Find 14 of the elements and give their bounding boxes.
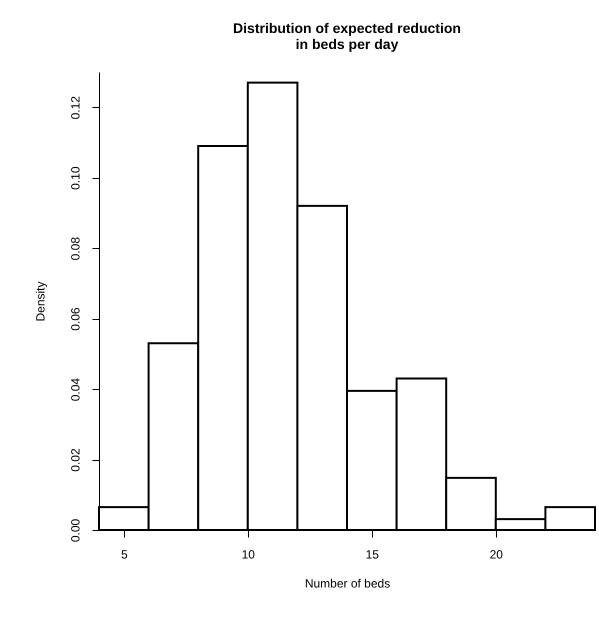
y-tick-label: 0.00 xyxy=(68,518,82,542)
y-tick-label: 0.04 xyxy=(68,378,82,402)
x-axis-title: Number of beds xyxy=(304,576,390,590)
x-tick-label: 5 xyxy=(120,548,128,562)
y-tick-label: 0.08 xyxy=(68,236,82,260)
y-tick-label: 0.02 xyxy=(68,448,82,472)
y-axis-title: Density xyxy=(34,281,48,322)
y-tick-label: 0.12 xyxy=(68,96,82,120)
x-tick-label: 15 xyxy=(366,548,380,562)
y-tick-label: 0.10 xyxy=(68,166,82,190)
y-tick-label: 0.06 xyxy=(68,307,82,331)
chart-title: Distribution of expected reduction in beds per day xyxy=(233,20,461,52)
x-tick-label: 20 xyxy=(490,548,504,562)
x-tick-label: 10 xyxy=(242,548,256,562)
